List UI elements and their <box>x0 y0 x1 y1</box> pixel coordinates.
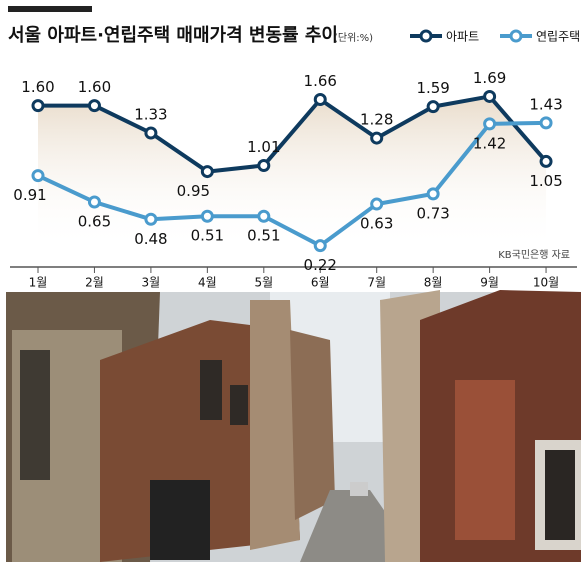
data-label: 0.51 <box>247 227 280 245</box>
data-label: 1.28 <box>360 111 393 129</box>
marker <box>257 209 271 223</box>
marker <box>313 93 327 107</box>
source-label: KB국민은행 자료 <box>498 249 570 261</box>
legend-marker <box>419 29 433 43</box>
data-label: 1.60 <box>78 78 111 96</box>
x-tick-label: 3월 <box>142 276 161 290</box>
marker <box>31 99 45 113</box>
x-tick-label: 6월 <box>311 276 330 290</box>
data-label: 1.59 <box>416 79 449 97</box>
data-label: 1.66 <box>304 72 337 90</box>
marker <box>370 197 384 211</box>
data-label: 1.69 <box>473 69 506 87</box>
photo <box>6 290 581 562</box>
data-label: 0.63 <box>360 215 393 233</box>
marker <box>144 212 158 226</box>
marker <box>144 126 158 140</box>
data-label: 0.95 <box>177 182 210 200</box>
title-bar <box>8 6 92 12</box>
x-tick-label: 2월 <box>85 276 104 290</box>
marker <box>426 100 440 114</box>
data-label: 0.73 <box>416 204 449 222</box>
marker <box>483 89 497 103</box>
marker <box>87 195 101 209</box>
data-label: 1.43 <box>529 95 562 113</box>
x-tick-label: 1월 <box>29 276 48 290</box>
marker <box>539 154 553 168</box>
marker <box>200 165 214 179</box>
data-label: 1.01 <box>247 138 280 156</box>
data-label: 1.33 <box>134 106 167 124</box>
line <box>37 120 547 248</box>
marker <box>370 131 384 145</box>
marker <box>200 209 214 223</box>
data-label: 0.48 <box>134 230 167 248</box>
data-label: 0.65 <box>78 213 111 231</box>
legend-label: 연립주택 <box>536 30 580 44</box>
marker <box>87 99 101 113</box>
marker <box>313 239 327 253</box>
data-label: 0.51 <box>191 227 224 245</box>
x-tick-label: 9월 <box>480 276 499 290</box>
x-tick-label: 8월 <box>424 276 443 290</box>
data-label: 0.91 <box>13 186 46 204</box>
unit-label: (단위:%) <box>334 31 373 44</box>
marker <box>483 117 497 131</box>
chart-title: 서울 아파트·연립주택 매매가격 변동률 추이 <box>8 25 338 46</box>
data-label: 0.22 <box>304 256 337 274</box>
x-tick-label: 4월 <box>198 276 217 290</box>
marker <box>31 169 45 183</box>
legend-label: 아파트 <box>446 30 479 44</box>
marker <box>539 116 553 130</box>
marker <box>257 158 271 172</box>
data-label: 1.42 <box>473 134 506 152</box>
line <box>38 94 548 174</box>
x-tick-label: 5월 <box>254 276 273 290</box>
data-label: 1.05 <box>529 172 562 190</box>
legend-marker <box>509 29 523 43</box>
x-tick-label: 7월 <box>367 276 386 290</box>
data-label: 1.60 <box>21 78 54 96</box>
marker <box>426 187 440 201</box>
area <box>38 96 547 250</box>
x-tick-label: 10월 <box>533 276 559 290</box>
